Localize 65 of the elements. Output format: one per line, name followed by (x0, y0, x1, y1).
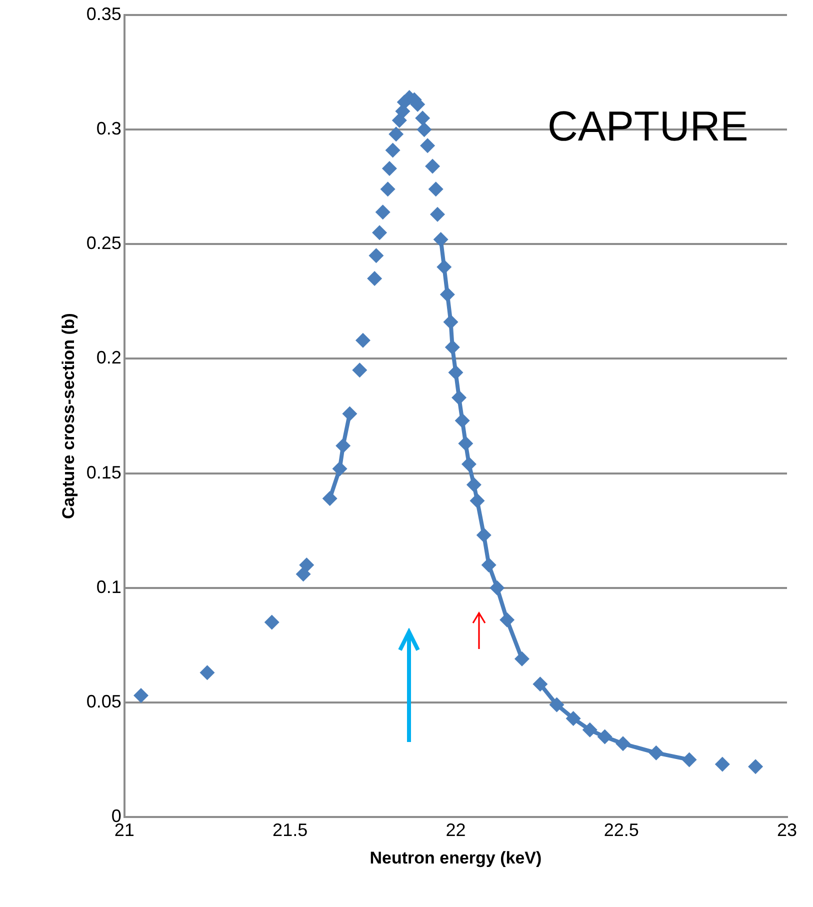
point (342, 406, 358, 422)
point (375, 204, 390, 220)
x-tick-label: 22.5 (604, 820, 639, 840)
x-tick-label: 21.5 (272, 820, 308, 840)
point (532, 676, 548, 692)
point (388, 126, 404, 142)
point (430, 206, 445, 222)
point (682, 752, 697, 768)
point (448, 364, 464, 380)
point (200, 665, 215, 680)
point (470, 493, 485, 508)
point (549, 697, 564, 712)
point (490, 580, 505, 596)
point (566, 710, 581, 726)
point (748, 759, 764, 774)
point (299, 557, 314, 572)
x-tick-label: 22 (446, 820, 466, 840)
point (355, 332, 370, 348)
point (436, 260, 452, 275)
y-axis-title: Capture cross-section (b) (58, 313, 78, 519)
point (597, 729, 612, 744)
point (425, 158, 440, 174)
point (458, 436, 474, 451)
y-tick-label: 0.25 (86, 233, 122, 254)
y-tick-label: 0.1 (96, 576, 122, 597)
point (367, 271, 382, 286)
point (452, 390, 467, 406)
point (382, 161, 397, 176)
point (440, 287, 455, 302)
point (336, 438, 351, 454)
point (582, 722, 598, 738)
y-tick-label: 0.3 (96, 118, 122, 139)
point (433, 232, 448, 248)
y-tick-label: 0.15 (86, 462, 122, 482)
point (454, 413, 470, 428)
point (416, 122, 432, 138)
point (514, 651, 530, 666)
point (443, 314, 458, 330)
point (461, 456, 476, 472)
y-tick-label: 0.2 (96, 348, 122, 368)
point (420, 138, 436, 154)
point (648, 745, 664, 760)
x-tick-label: 23 (776, 820, 798, 840)
y-tick-label: 0.05 (86, 691, 122, 712)
point (352, 362, 368, 378)
point (322, 490, 338, 506)
point (481, 557, 496, 572)
point (372, 225, 388, 240)
point (444, 340, 460, 355)
y-tick-label: 0.35 (86, 4, 122, 24)
point (466, 477, 482, 492)
point (368, 248, 384, 264)
point (385, 142, 400, 158)
point (476, 528, 492, 543)
point (264, 614, 280, 630)
point (134, 688, 148, 704)
point (415, 110, 430, 126)
point (380, 182, 396, 197)
x-axis-title: Neutron energy (keV) (370, 848, 542, 868)
point (428, 182, 444, 197)
point (616, 736, 631, 752)
point (332, 461, 348, 476)
point (714, 756, 730, 772)
annotation: CAPTURE (548, 102, 748, 150)
point (500, 612, 515, 628)
